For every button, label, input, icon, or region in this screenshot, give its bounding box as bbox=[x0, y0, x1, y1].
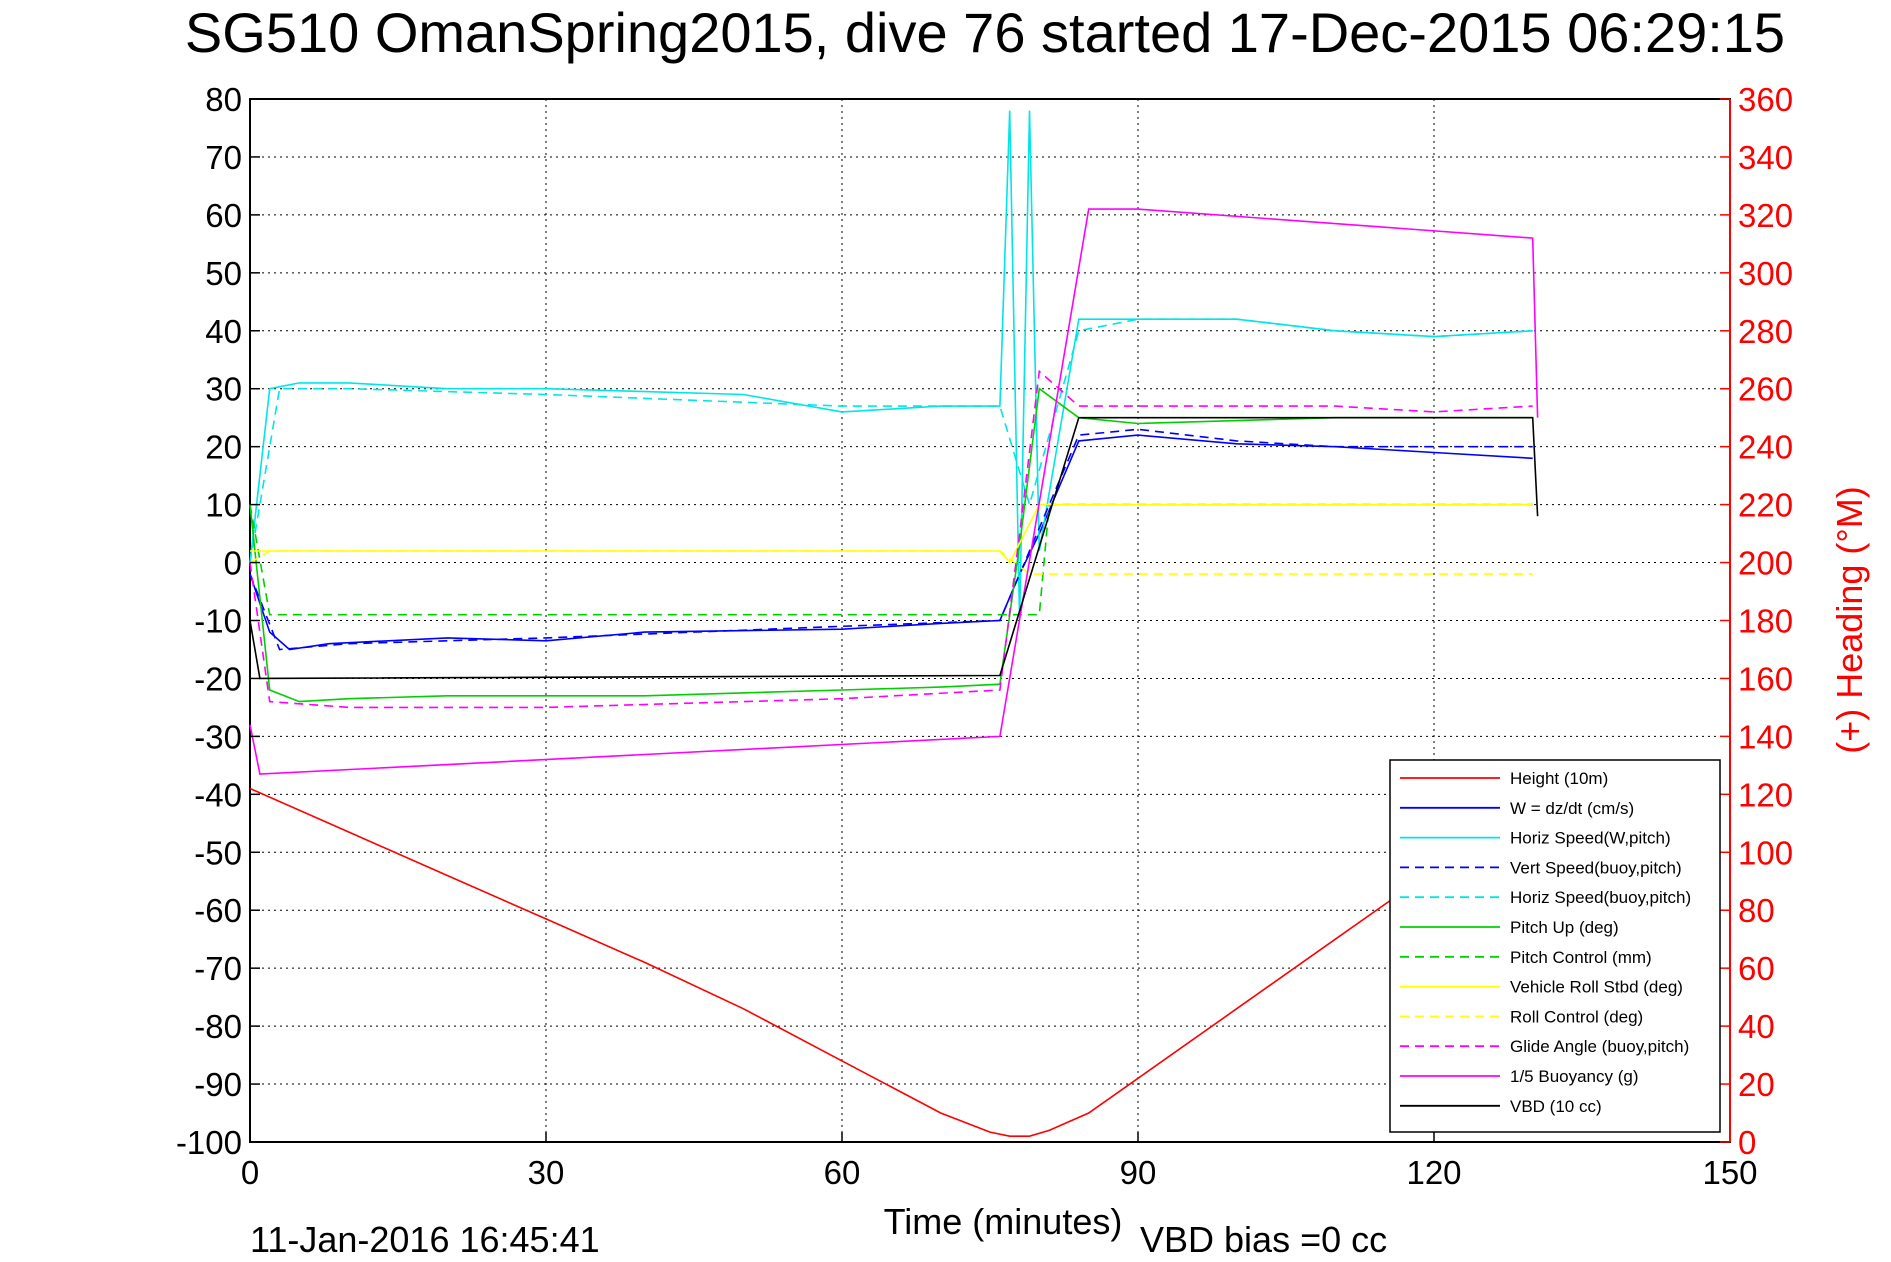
series-line-5 bbox=[249, 387, 1533, 703]
y-right-tick-label: 200 bbox=[1738, 545, 1793, 582]
y-right-tick-label: 260 bbox=[1738, 371, 1793, 408]
y-right-tick-label: 360 bbox=[1738, 81, 1793, 118]
y-tick-label: 30 bbox=[205, 371, 242, 408]
series-line-9 bbox=[249, 369, 1533, 709]
x-tick-label: 30 bbox=[528, 1154, 565, 1191]
series-line-4 bbox=[249, 318, 1533, 563]
legend-entry: Vert Speed(buoy,pitch) bbox=[1510, 858, 1682, 877]
y-right-tick-label: 300 bbox=[1738, 255, 1793, 292]
chart-title: SG510 OmanSpring2015, dive 76 started 17… bbox=[185, 1, 1785, 64]
series-line-11 bbox=[249, 416, 1539, 680]
timestamp-footer: 11-Jan-2016 16:45:41 bbox=[250, 1219, 600, 1260]
y-tick-label: -90 bbox=[194, 1066, 242, 1103]
grid bbox=[250, 99, 1730, 1142]
y-tick-label: -50 bbox=[194, 834, 242, 871]
y-right-tick-label: 220 bbox=[1738, 487, 1793, 524]
y-tick-label: -70 bbox=[194, 950, 242, 987]
y-tick-label: -30 bbox=[194, 718, 242, 755]
series-layer bbox=[249, 110, 1539, 1137]
axis-ticks: 0 30 60 90 120 150-100-90-80-70-60-50-40-30-2… bbox=[176, 81, 1793, 1191]
series-line-8 bbox=[249, 550, 1533, 575]
legend-entry: Glide Angle (buoy,pitch) bbox=[1510, 1037, 1689, 1056]
y-tick-label: -80 bbox=[194, 1008, 242, 1045]
legend-entry: Horiz Speed(buoy,pitch) bbox=[1510, 888, 1691, 907]
legend: Height (10m) W = dz/dt (cm/s) Horiz Speed(… bbox=[1389, 759, 1721, 1133]
series-line-7 bbox=[250, 503, 1533, 565]
x-axis-label: Time (minutes) bbox=[884, 1201, 1123, 1242]
y-right-tick-label: 180 bbox=[1738, 603, 1793, 640]
y-right-tick-label: 120 bbox=[1738, 776, 1793, 813]
y-right-tick-label: 160 bbox=[1738, 660, 1793, 697]
y-right-tick-label: 20 bbox=[1738, 1066, 1775, 1103]
y-tick-label: 80 bbox=[205, 81, 242, 118]
x-tick-label: 120 bbox=[1406, 1154, 1461, 1191]
x-tick-label: 90 bbox=[1120, 1154, 1157, 1191]
legend-entry: W = dz/dt (cm/s) bbox=[1510, 799, 1634, 818]
y-tick-label: -60 bbox=[194, 892, 242, 929]
y-right-tick-label: 40 bbox=[1738, 1008, 1775, 1045]
series-line-0 bbox=[249, 787, 1534, 1137]
series-line-3 bbox=[249, 428, 1533, 651]
x-tick-label: 150 bbox=[1702, 1154, 1757, 1191]
vbd-bias-footer: VBD bias =0 cc bbox=[1140, 1219, 1387, 1260]
legend-box bbox=[1389, 759, 1721, 1133]
x-tick-label: 60 bbox=[824, 1154, 861, 1191]
legend-entry: VBD (10 cc) bbox=[1510, 1097, 1602, 1116]
y-tick-label: 70 bbox=[205, 139, 242, 176]
legend-entry: Horiz Speed(W,pitch) bbox=[1510, 829, 1671, 848]
y-right-tick-label: 280 bbox=[1738, 313, 1793, 350]
y-tick-label: 0 bbox=[224, 545, 242, 582]
y-right-tick-label: 140 bbox=[1738, 718, 1793, 755]
y-tick-label: 60 bbox=[205, 197, 242, 234]
y-right-tick-label: 240 bbox=[1738, 429, 1793, 466]
y-right-tick-label: 340 bbox=[1738, 139, 1793, 176]
y-tick-label: -100 bbox=[176, 1124, 242, 1161]
y-tick-label: 50 bbox=[205, 255, 242, 292]
legend-entry: 1/5 Buoyancy (g) bbox=[1510, 1067, 1639, 1086]
y-right-tick-label: 0 bbox=[1738, 1124, 1756, 1161]
series-line-10 bbox=[249, 208, 1539, 775]
legend-entry: Height (10m) bbox=[1510, 769, 1608, 788]
y-right-tick-label: 320 bbox=[1738, 197, 1793, 234]
y-right-tick-label: 100 bbox=[1738, 834, 1793, 871]
y-right-tick-label: 60 bbox=[1738, 950, 1775, 987]
legend-entry: Pitch Up (deg) bbox=[1510, 918, 1619, 937]
y-tick-label: 40 bbox=[205, 313, 242, 350]
y-tick-label: 10 bbox=[205, 487, 242, 524]
legend-entry: Pitch Control (mm) bbox=[1510, 948, 1652, 967]
y-right-tick-label: 80 bbox=[1738, 892, 1775, 929]
y-tick-label: -20 bbox=[194, 660, 242, 697]
y-tick-label: -40 bbox=[194, 776, 242, 813]
y-tick-label: -10 bbox=[194, 603, 242, 640]
right-axis-label: (+) Heading (°M) bbox=[1829, 486, 1870, 753]
legend-entry: Vehicle Roll Stbd (deg) bbox=[1510, 978, 1683, 997]
legend-entry: Roll Control (deg) bbox=[1510, 1007, 1643, 1026]
x-tick-label: 0 bbox=[241, 1154, 259, 1191]
y-tick-label: 20 bbox=[205, 429, 242, 466]
